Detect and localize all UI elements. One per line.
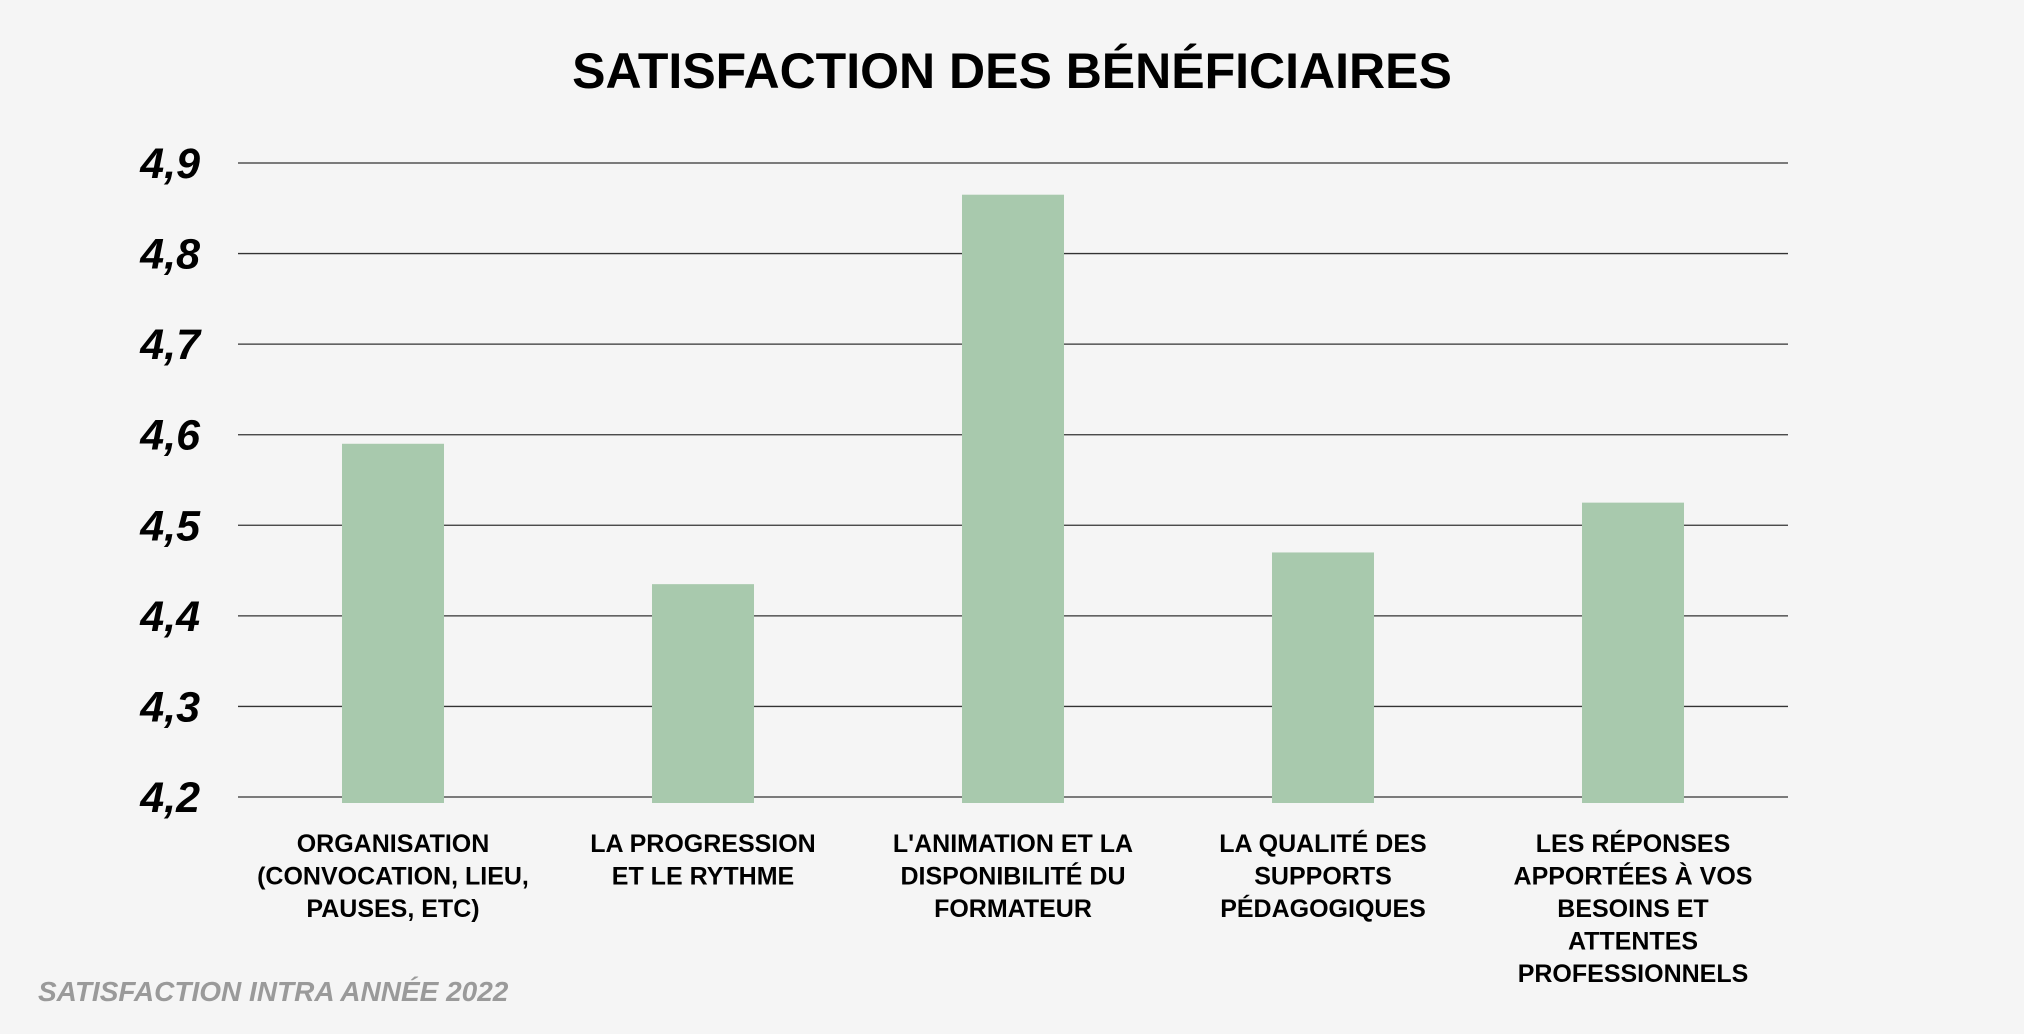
y-tick-label: 4,2 xyxy=(139,774,200,822)
bar xyxy=(652,584,754,803)
bar xyxy=(962,194,1064,803)
bar xyxy=(1582,502,1684,803)
x-category-label-line: PÉDAGOGIQUES xyxy=(1220,894,1426,923)
x-category-label: LA QUALITÉ DES SUPPORTS PÉDAGOGIQUES xyxy=(1219,829,1426,923)
x-category-label: ORGANISATION (CONVOCATION, LIEU, PAUSES, E… xyxy=(257,830,529,923)
x-category-label-line: DISPONIBILITÉ DU xyxy=(900,862,1125,891)
x-axis-labels: ORGANISATION (CONVOCATION, LIEU, PAUSES, E… xyxy=(257,829,1752,988)
x-category-label-line: ATTENTES xyxy=(1568,928,1698,956)
x-category-label-line: ORGANISATION xyxy=(297,830,490,858)
x-category-label-line: LA QUALITÉ DES xyxy=(1219,829,1426,858)
x-category-label-line: (CONVOCATION, LIEU, xyxy=(257,863,529,891)
x-category-label-line: FORMATEUR xyxy=(934,895,1092,923)
bar xyxy=(342,443,444,803)
x-category-label-line: PROFESSIONNELS xyxy=(1518,960,1749,988)
x-category-label: LES RÉPONSES APPORTÉES À VOS BESOINS ET ATT… xyxy=(1514,829,1753,988)
x-category-label-line: SUPPORTS xyxy=(1254,863,1392,891)
x-category-label-line: ET LE RYTHME xyxy=(612,863,794,891)
footer-caption: SATISFACTION INTRA ANNÉE 2022 xyxy=(38,976,509,1007)
bar xyxy=(1272,552,1374,803)
y-tick-label: 4,6 xyxy=(139,412,201,460)
bars xyxy=(342,194,1684,803)
x-category-label: LA PROGRESSION ET LE RYTHME xyxy=(590,830,816,891)
y-axis-ticks: 4,2 4,3 4,4 4,5 4,6 4,7 4,8 4,9 xyxy=(139,140,202,822)
x-category-label-line: LES RÉPONSES xyxy=(1536,829,1731,858)
x-category-label-line: APPORTÉES À VOS xyxy=(1514,862,1753,891)
chart-title: SATISFACTION DES BÉNÉFICIAIRES xyxy=(572,43,1452,99)
x-category-label-line: LA PROGRESSION xyxy=(590,830,816,858)
x-category-label-line: PAUSES, ETC) xyxy=(306,895,479,923)
y-tick-label: 4,4 xyxy=(139,593,200,641)
x-category-label: L'ANIMATION ET LA DISPONIBILITÉ DU FORMATE… xyxy=(893,830,1133,923)
y-tick-label: 4,8 xyxy=(139,231,200,279)
x-category-label-line: L'ANIMATION ET LA xyxy=(893,830,1133,858)
x-category-label-line: BESOINS ET xyxy=(1557,895,1708,923)
y-tick-label: 4,5 xyxy=(139,502,201,550)
y-tick-label: 4,3 xyxy=(139,683,200,731)
y-tick-label: 4,7 xyxy=(139,321,202,369)
y-tick-label: 4,9 xyxy=(139,140,200,188)
